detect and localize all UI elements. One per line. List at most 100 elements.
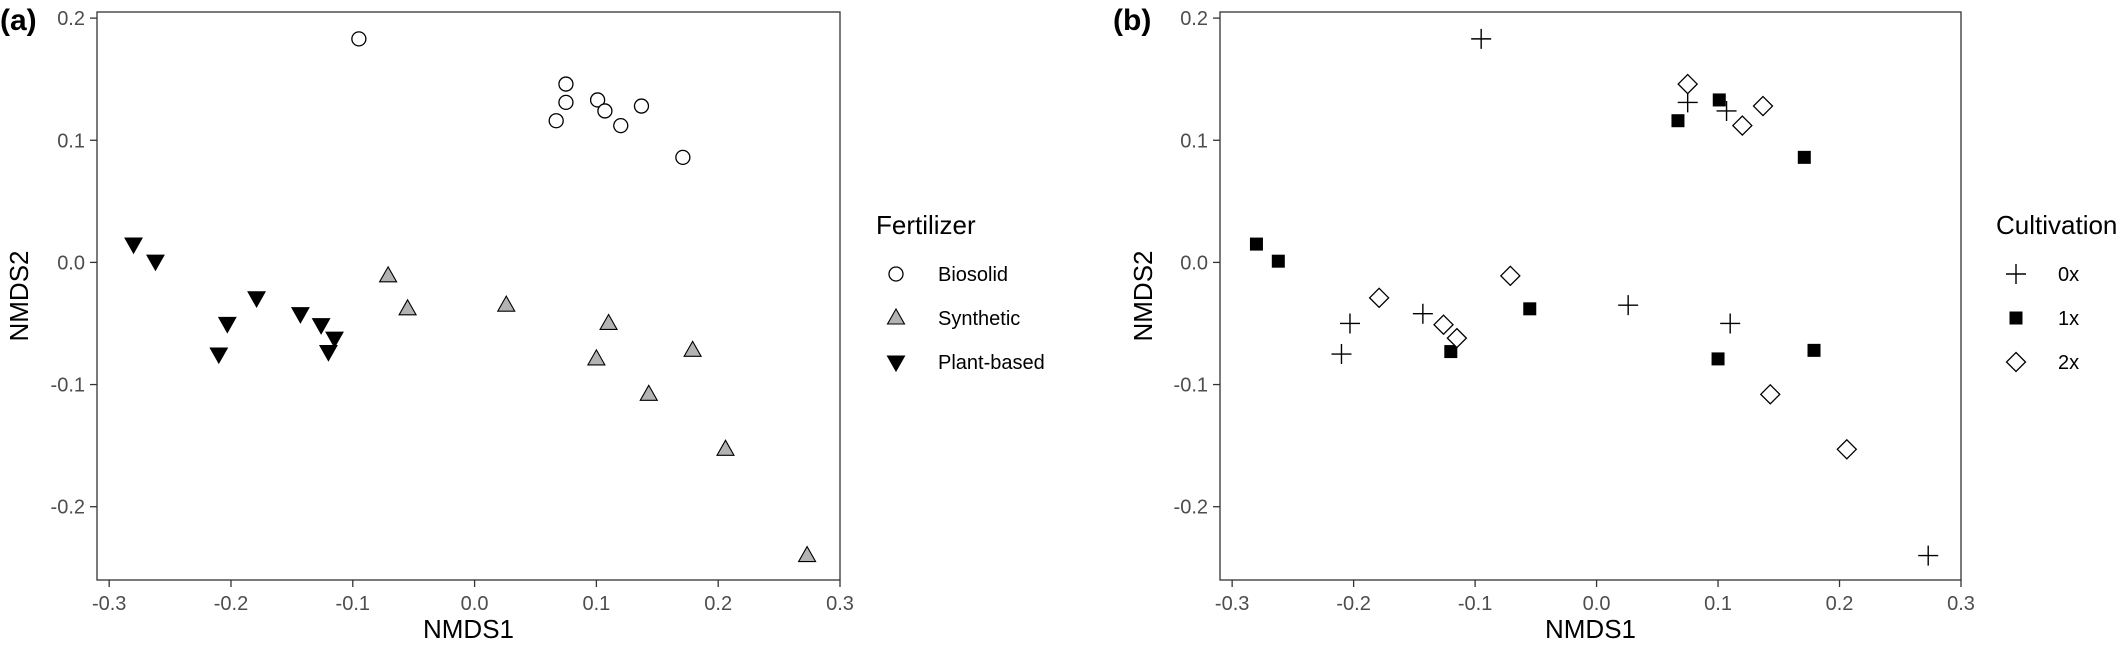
data-point (1433, 314, 1454, 336)
data-point (1499, 265, 1521, 287)
data-point (351, 31, 367, 47)
y-tick-label: 0.1 (57, 130, 85, 152)
data-point (1712, 93, 1726, 107)
data-point (398, 298, 418, 316)
x-tick-label: 0.1 (582, 593, 610, 615)
legend-label: 1x (2058, 308, 2079, 330)
x-tick-label: 0.0 (461, 593, 489, 615)
data-point (146, 254, 165, 272)
panel-label: (b) (1113, 4, 1151, 37)
x-axis-title: NMDS1 (1545, 614, 1636, 644)
legend-title: Fertilizer (876, 210, 976, 240)
data-point (247, 291, 267, 308)
y-tick-label: 0.1 (1180, 130, 1208, 152)
x-tick-label: -0.3 (1215, 593, 1249, 615)
data-point (597, 103, 613, 119)
legend-title: Cultivation (1996, 210, 2117, 240)
y-axis-title: NMDS2 (4, 250, 34, 341)
data-point (1677, 92, 1698, 113)
x-tick-label: 0.1 (1704, 593, 1732, 615)
plot-frame (1219, 11, 1962, 581)
plot-frame (96, 11, 841, 581)
data-point (1836, 438, 1858, 460)
panel-a: (a) -0.3 -0.2 -0.1 0.0 0.1 0.2 0.3 -0.2 -0.1 0.0 0.… (0, 4, 1045, 644)
legend-key (886, 307, 906, 325)
data-point (311, 318, 331, 335)
data-point (1368, 287, 1390, 309)
series-1x (1249, 93, 1821, 366)
panel-b: (b) -0.3 -0.2 -0.1 0.0 0.1 0.2 0.3 -0.2 -0.1 0.0 0.… (1113, 4, 2117, 644)
data-point (1807, 343, 1821, 357)
y-tick-label: 0.2 (1180, 8, 1208, 30)
series-plant-based (124, 237, 344, 365)
data-point (1271, 254, 1285, 268)
y-tick-label: -0.1 (51, 375, 85, 397)
data-point (124, 237, 143, 255)
data-point (797, 545, 817, 563)
x-tick-label: 0.2 (1826, 593, 1854, 615)
series-0x (1331, 28, 1939, 566)
data-point (1671, 114, 1685, 128)
legend: Fertilizer Biosolid Synthetic Plant-based (876, 210, 1045, 374)
legend-key (886, 355, 906, 373)
legend-label: Biosolid (938, 264, 1008, 286)
y-tick-label: 0.0 (57, 252, 85, 274)
legend-label: Synthetic (938, 308, 1020, 330)
legend-label: 2x (2058, 352, 2079, 374)
panel-label: (a) (0, 4, 37, 37)
data-point (1523, 302, 1537, 316)
data-point (1720, 313, 1741, 334)
legend-key (2005, 351, 2027, 373)
x-axis-title: NMDS1 (423, 614, 514, 644)
x-tick-label: -0.1 (1458, 593, 1492, 615)
legend-label: 0x (2058, 264, 2079, 286)
data-point (496, 295, 516, 312)
x-tick-label: -0.1 (336, 593, 370, 615)
data-point (209, 347, 229, 365)
data-point (589, 92, 606, 108)
data-point (1471, 28, 1492, 49)
data-point (290, 307, 310, 324)
data-point (1412, 303, 1433, 324)
series-biosolid (351, 31, 691, 166)
data-point (1677, 73, 1699, 95)
y-tick-label: 0.2 (57, 8, 85, 30)
data-point (1618, 295, 1639, 316)
y-tick-label: -0.2 (51, 497, 85, 519)
data-point (1249, 237, 1263, 251)
legend-key (2006, 264, 2026, 284)
x-tick-label: -0.2 (214, 593, 248, 615)
data-point (599, 313, 619, 331)
y-tick-label: -0.2 (1174, 497, 1208, 519)
data-point (1752, 95, 1774, 117)
data-point (1339, 313, 1360, 334)
data-point (613, 117, 629, 134)
legend-key (888, 266, 904, 282)
data-point (318, 345, 338, 362)
data-point (325, 331, 344, 349)
series-2x (1368, 73, 1858, 460)
data-point (1731, 115, 1753, 137)
y-tick-label: -0.1 (1174, 375, 1208, 397)
data-point (1716, 100, 1737, 121)
data-point (675, 149, 691, 166)
data-point (586, 348, 606, 366)
y-axis-title: NMDS2 (1128, 250, 1158, 341)
data-point (639, 384, 659, 401)
data-point (1446, 327, 1468, 349)
x-tick-label: -0.2 (1336, 593, 1370, 615)
data-point (1711, 352, 1725, 366)
x-tick-label: 0.2 (704, 593, 732, 615)
series-synthetic (378, 265, 817, 563)
data-point (716, 439, 735, 456)
legend-label: Plant-based (938, 352, 1045, 374)
data-point (558, 76, 574, 92)
data-point (683, 340, 703, 357)
data-point (1918, 545, 1939, 566)
data-point (633, 98, 650, 114)
data-point (1759, 383, 1781, 405)
x-tick-label: 0.3 (826, 593, 854, 615)
x-tick-label: -0.3 (92, 593, 126, 615)
data-point (1331, 344, 1352, 365)
data-point (378, 265, 398, 283)
